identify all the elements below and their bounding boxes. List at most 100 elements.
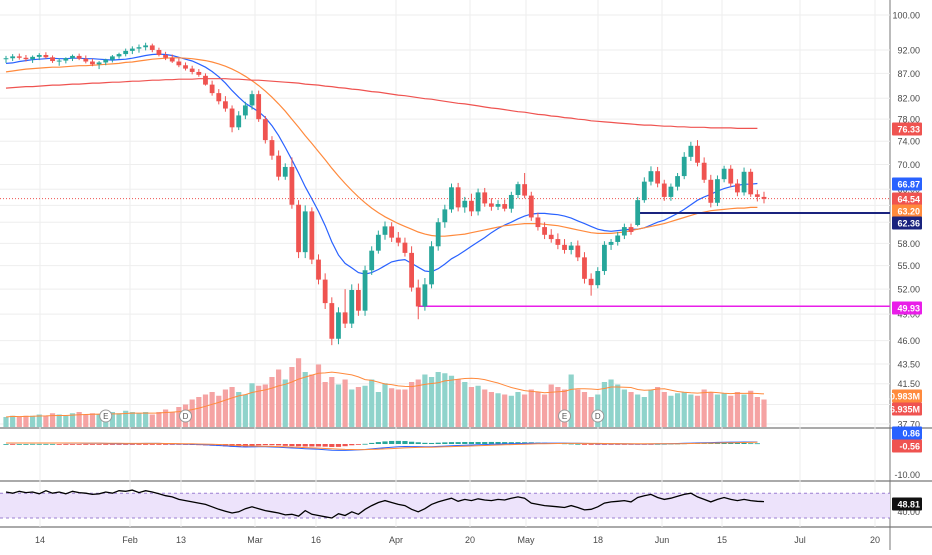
macd-histogram-bar [156,444,162,445]
candle-body [143,45,149,48]
candle-body [349,289,355,324]
volume-bar [216,395,222,427]
price-tick-label: 78.00 [897,115,920,125]
candle-body [482,192,488,204]
volume-bar [362,385,368,427]
macd-histogram-bar [395,440,401,444]
volume-bar [196,397,202,427]
volume-bar [375,392,381,427]
volume-bar [748,390,754,427]
event-marker-label: E [103,412,108,421]
volume-bar [16,417,22,427]
volume-bar [329,377,335,427]
volume-bar [123,410,129,427]
volume-bar [3,417,9,427]
event-marker[interactable]: E [99,409,113,423]
macd-histogram-bar [442,442,448,444]
time-axis[interactable]: 14 Feb 13 Mar 16 Apr 20 May 18 Jun 15 Jul 20 [35,535,880,545]
candle-body [435,222,441,247]
volume-bar [129,412,135,427]
volume-bar [415,379,421,427]
candle-body [276,155,282,177]
price-tick-label: 92.00 [897,45,920,55]
price-tick-label: 52.00 [897,285,920,295]
candle-body [615,235,621,242]
volume-bar [382,383,388,427]
volume-bar [10,415,16,427]
macd-histogram-bar [402,441,408,444]
candle-body [375,234,381,251]
macd-histogram-bar [568,443,574,445]
candle-body [508,194,514,209]
macd-histogram-bar [721,442,727,444]
candle-body [96,62,102,65]
candle-body [469,200,474,212]
volume-bar [149,414,155,427]
volume-bar [615,384,621,427]
macd-histogram-bar [262,444,268,446]
event-marker[interactable]: D [179,409,193,423]
candle-body [515,184,521,195]
price-tag-support-line-bg [892,216,922,230]
event-marker[interactable]: E [558,409,572,423]
volume-bar [402,389,408,427]
price-tick-label: 46.00 [897,336,920,346]
macd-histogram-bar [428,442,435,444]
macd-histogram-bar [335,444,342,447]
candle-body [462,200,468,208]
price-tag-long-ma-label: 76.33 [897,125,920,135]
price-tick-label: 49.00 [897,310,920,320]
rsi-tag-label: 48.81 [897,500,920,510]
volume-bar [635,394,641,427]
candle-body [70,55,75,59]
volume-bar [189,399,195,427]
volume-bar [249,383,255,427]
volume-bar [462,382,468,427]
price-tag-last-price-label: 64.54 [897,195,920,205]
candle-body [402,242,408,253]
volume-bar [508,395,514,427]
candle-body [395,237,401,243]
event-marker-circle [558,409,572,423]
macd-tag-bg [892,426,922,440]
price-tag-last-price: 64.54 [892,192,922,206]
macd-histogram-bar [56,444,62,445]
macd-histogram-bar [295,444,302,447]
event-marker[interactable]: D [591,409,605,423]
macd-histogram-bar [595,444,601,445]
macd-histogram-bar [103,444,109,445]
volume-bar [229,387,235,427]
candle-body [302,211,308,253]
macd-histogram-bar [408,441,415,444]
macd-histogram-bar [495,441,501,444]
volume-bar [455,379,461,427]
candle-body [409,252,414,288]
candle-body [362,270,368,311]
macd-histogram-bar [49,443,56,445]
candle-body [149,45,155,50]
volume-bar [96,414,102,427]
price-tag-slow-ma: 63.20 [892,204,922,218]
price-tag-long-ma: 76.33 [892,122,922,136]
macd-histogram-bar [322,444,328,447]
volume-bar [302,372,308,427]
macd-histogram-bar [289,444,295,447]
candle-body [342,312,348,324]
price-tag-slow-ma-bg [892,204,922,218]
time-tick-label: 20 [465,535,475,545]
volume-bar [176,407,182,427]
candle-body [196,71,202,75]
volume-bar [222,389,229,427]
volume-bar [561,389,568,427]
macd-histogram-bar [162,444,169,445]
volume-bar [136,413,142,427]
price-tick-label: 70.00 [897,160,920,170]
candle-body [282,166,288,177]
macd-histogram-bar [29,443,36,445]
candle-body [249,94,255,106]
candle-body [548,234,554,240]
volume-bar [202,394,209,427]
